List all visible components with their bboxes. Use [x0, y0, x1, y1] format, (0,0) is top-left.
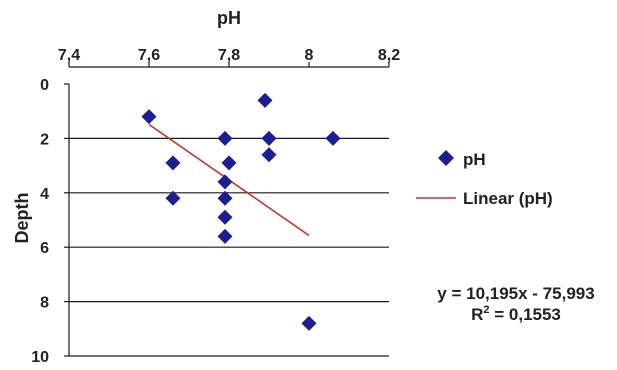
r-squared-value: = 0,1553 [490, 305, 561, 324]
data-point-8 [217, 174, 233, 190]
data-point-4 [325, 130, 341, 146]
legend-label-ph: pH [463, 150, 486, 169]
data-point-11 [217, 209, 233, 225]
x-tick-label-7,4: 7,4 [58, 47, 80, 64]
points-layer [141, 92, 341, 331]
data-point-9 [165, 190, 181, 206]
y-axis-title: Depth [12, 193, 32, 244]
x-tick-label-7,6: 7,6 [138, 47, 160, 64]
data-point-7 [221, 155, 237, 171]
x-tick-label-8: 8 [305, 47, 314, 64]
r-squared-symbol: R [471, 305, 483, 324]
data-point-1 [257, 92, 273, 108]
data-point-3 [261, 130, 277, 146]
x-tick-label-7,8: 7,8 [218, 47, 240, 64]
data-point-10 [217, 190, 233, 206]
y-tick-label-8: 8 [40, 295, 49, 312]
x-axis-title: pH [217, 8, 241, 28]
y-tick-label-4: 4 [40, 186, 49, 203]
data-point-2 [217, 130, 233, 146]
y-tick-label-10: 10 [31, 349, 49, 365]
trendline-r-squared: R2 = 0,1553 [471, 304, 561, 324]
x-tick-label-8,2: 8,2 [378, 47, 400, 64]
legend-marker-ph [438, 150, 454, 166]
data-point-5 [261, 147, 277, 163]
legend-label-linear: Linear (pH) [463, 189, 553, 208]
r-squared-exponent: 2 [483, 304, 489, 316]
y-tick-label-2: 2 [40, 131, 49, 148]
trendline-equation: y = 10,195x - 75,993 [437, 284, 594, 303]
y-tick-label-6: 6 [40, 240, 49, 257]
y-tick-label-0: 0 [40, 77, 49, 94]
data-point-0 [141, 109, 157, 125]
data-point-12 [217, 228, 233, 244]
legend: pH Linear (pH) [416, 150, 553, 208]
axis-layer: 0 2 4 6 8 10 7,4 7,6 7,8 8 8,2 [31, 47, 400, 366]
data-point-6 [165, 155, 181, 171]
data-point-13 [301, 315, 317, 331]
